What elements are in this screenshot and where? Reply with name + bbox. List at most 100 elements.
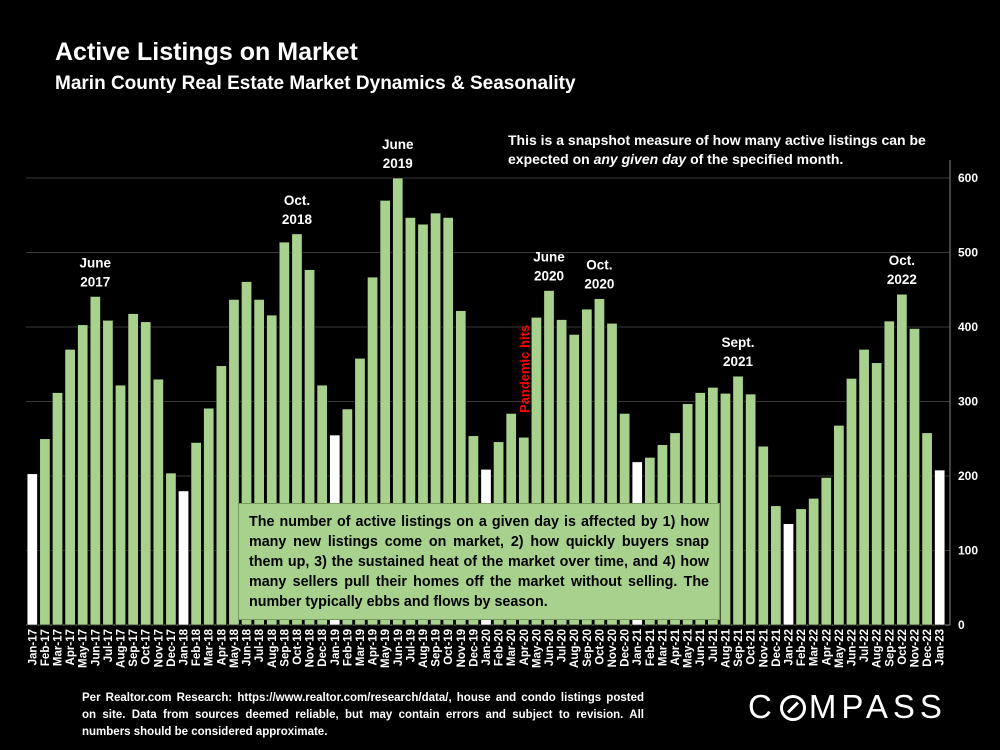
bar	[203, 407, 215, 626]
x-tick-label: Jul-17	[103, 629, 115, 662]
bar	[140, 321, 152, 626]
x-tick-label: Nov-19	[456, 629, 468, 667]
x-tick-label: Sep-19	[431, 629, 443, 667]
x-tick-label: Apr-17	[65, 629, 77, 665]
x-tick-label: Apr-20	[519, 629, 531, 665]
x-tick-label: Jan-18	[179, 628, 191, 665]
x-tick-label: Dec-17	[166, 629, 178, 667]
x-tick-label: Jul-22	[859, 629, 871, 662]
x-tick-label: Jun-17	[90, 629, 102, 666]
bar	[581, 308, 593, 626]
y-tick-label: 0	[958, 618, 965, 632]
bar	[782, 523, 794, 626]
peak-annotation: 2020	[534, 268, 564, 283]
x-tick-label: Feb-18	[191, 628, 203, 666]
bar	[304, 269, 316, 626]
x-tick-label: Jul-18	[254, 628, 266, 662]
peak-annotation: 2018	[282, 212, 313, 227]
bar	[379, 200, 391, 626]
x-tick-label: Oct-21	[746, 628, 758, 664]
peak-annotation: 2022	[887, 272, 917, 287]
x-tick-label: Dec-19	[468, 629, 480, 667]
x-tick-label: Jul-19	[405, 629, 417, 662]
x-tick-label: Oct-18	[292, 628, 304, 664]
bar	[115, 384, 126, 626]
bar	[770, 505, 782, 626]
info-box: The number of active listings on a given…	[238, 503, 720, 620]
x-tick-label: Jan-17	[27, 629, 39, 665]
x-tick-label: Jun-21	[695, 628, 707, 666]
bar	[39, 438, 51, 626]
peak-annotation: June	[382, 137, 414, 152]
bar	[719, 393, 731, 626]
bar	[392, 177, 404, 626]
x-tick-label: May-18	[229, 628, 241, 668]
bar	[606, 322, 618, 626]
peak-annotation: 2019	[383, 156, 413, 171]
bar	[896, 293, 908, 626]
x-tick-label: Nov-20	[607, 629, 619, 667]
peak-annotation: 2017	[80, 274, 110, 289]
x-tick-label: Mar-18	[204, 628, 216, 666]
x-tick-label: Sep-20	[582, 629, 594, 667]
bar	[102, 319, 114, 626]
x-tick-label: Feb-17	[40, 629, 52, 666]
x-tick-label: Oct-17	[141, 629, 153, 665]
x-tick-label: Oct-22	[897, 629, 909, 665]
x-tick-label: Jul-21	[708, 628, 720, 662]
x-tick-label: Mar-21	[657, 628, 669, 666]
x-tick-label: Mar-19	[355, 629, 367, 666]
x-tick-label: Sep-18	[279, 628, 291, 666]
bar	[367, 276, 379, 626]
x-tick-label: Dec-22	[922, 629, 934, 667]
x-tick-label: Jun-22	[846, 629, 858, 666]
y-tick-label: 100	[958, 544, 978, 558]
bar	[732, 375, 744, 626]
x-tick-label: Feb-22	[796, 629, 808, 666]
snapshot-note: This is a snapshot measure of how many a…	[508, 132, 926, 167]
y-tick-label: 600	[958, 171, 978, 185]
x-tick-label: Dec-18	[317, 628, 329, 666]
x-tick-label: May-20	[531, 629, 543, 668]
y-tick-label: 200	[958, 469, 978, 483]
y-tick-label: 400	[958, 320, 978, 334]
x-tick-label: Apr-19	[368, 629, 380, 665]
x-tick-label: Sep-17	[128, 629, 140, 667]
bar	[858, 349, 870, 626]
bar	[820, 477, 832, 626]
bar	[64, 349, 76, 626]
bar	[871, 362, 883, 626]
x-tick-label: Oct-20	[594, 629, 606, 665]
x-tick-label: Mar-20	[506, 629, 518, 666]
bar	[190, 442, 202, 626]
bar	[404, 217, 416, 626]
x-tick-label: Mar-22	[809, 629, 821, 666]
compass-logo: C MPASS	[748, 688, 947, 725]
peak-annotation: Oct.	[586, 258, 612, 273]
x-tick-label: May-19	[380, 629, 392, 668]
x-tick-label: Apr-22	[821, 629, 833, 665]
bar	[241, 281, 253, 626]
pandemic-annotation: Pandemic hits	[517, 325, 532, 413]
bar	[215, 365, 227, 626]
peak-annotation: Sept.	[722, 335, 755, 350]
bar	[530, 317, 542, 626]
bar	[26, 473, 38, 626]
bar	[430, 212, 442, 626]
x-tick-label: Feb-21	[645, 628, 657, 666]
bar	[556, 319, 568, 626]
x-tick-label: May-22	[834, 629, 846, 668]
bar	[77, 324, 89, 626]
bar	[568, 334, 580, 626]
peak-annotation: 2020	[584, 277, 614, 292]
bar	[745, 393, 757, 626]
x-tick-label: May-21	[683, 628, 695, 668]
bar	[593, 298, 605, 626]
bar	[178, 490, 190, 626]
x-tick-label: Jun-19	[393, 629, 405, 666]
bar	[89, 296, 101, 626]
bar	[266, 314, 278, 626]
peak-annotation: 2021	[723, 354, 754, 369]
compass-logo-icon	[779, 695, 806, 721]
x-tick-label: Jan-21	[632, 628, 644, 665]
